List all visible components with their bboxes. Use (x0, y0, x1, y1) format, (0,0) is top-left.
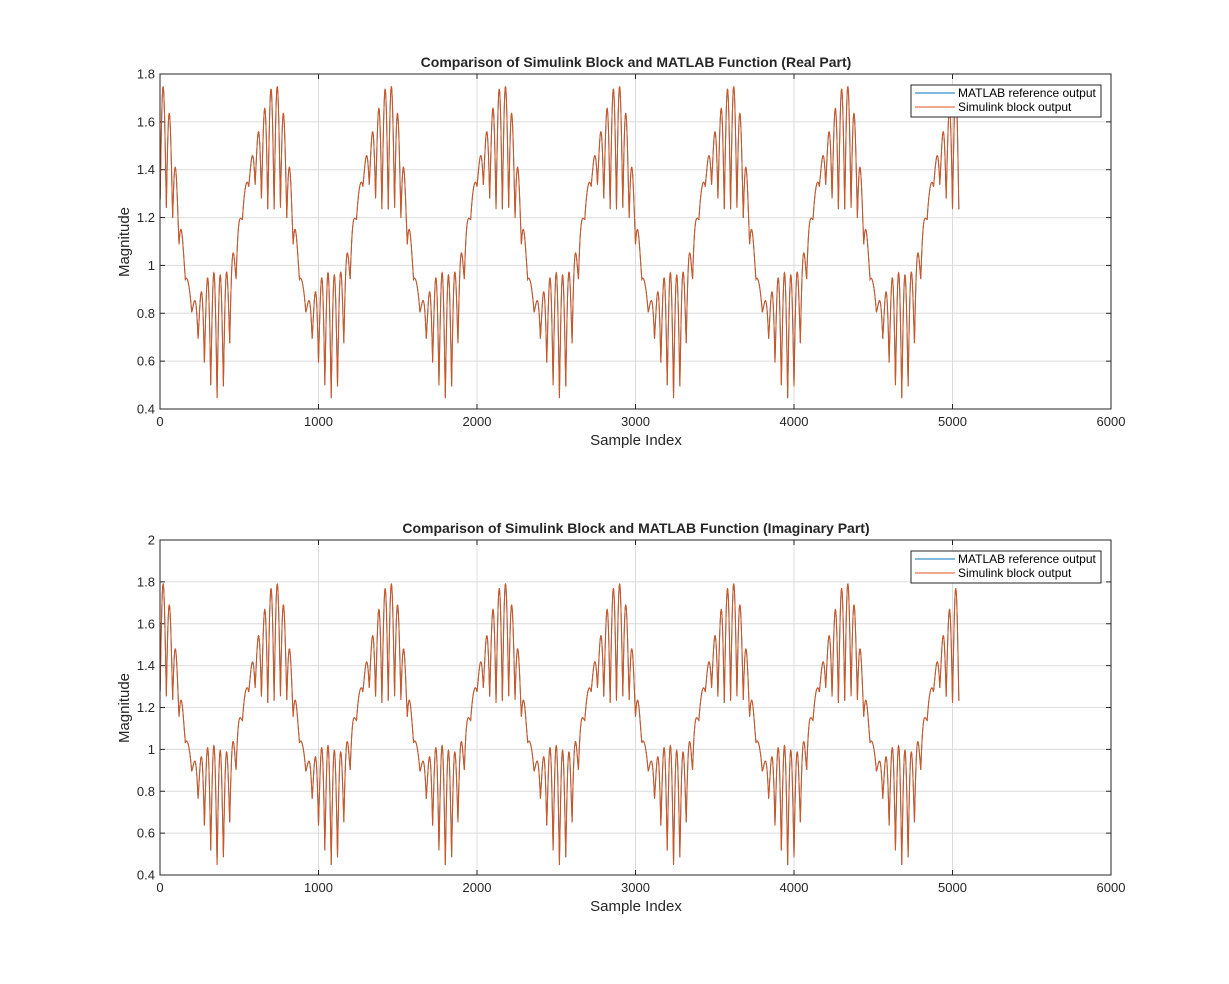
y-tick-label: 1.6 (137, 616, 155, 631)
x-tick-label: 0 (156, 414, 163, 429)
chart-title: Comparison of Simulink Block and MATLAB … (421, 54, 852, 70)
x-tick-label: 6000 (1097, 880, 1126, 895)
y-tick-label: 1.6 (137, 114, 155, 129)
x-tick-label: 0 (156, 880, 163, 895)
x-axis-label: Sample Index (590, 898, 682, 915)
y-tick-labels: 0.4 0.6 0.8 1 1.2 1.4 1.6 1.8 (137, 67, 155, 417)
x-tick-label: 4000 (780, 414, 809, 429)
y-tick-label: 2 (148, 533, 155, 548)
x-tick-label: 2000 (463, 414, 492, 429)
legend: MATLAB reference output Simulink block o… (910, 550, 1102, 584)
y-tick-label: 0.4 (137, 868, 155, 883)
legend-label-simulink: Simulink block output (958, 566, 1072, 580)
y-tick-label: 1.4 (137, 658, 155, 673)
legend-label-reference: MATLAB reference output (958, 86, 1097, 100)
y-axis-label: Magnitude (116, 673, 133, 743)
legend-box (910, 550, 1102, 584)
y-tick-label: 0.6 (137, 826, 155, 841)
plot-imaginary-part: Comparison of Simulink Block and MATLAB … (116, 520, 1125, 915)
y-tick-label: 0.8 (137, 784, 155, 799)
y-tick-label: 1.8 (137, 67, 155, 82)
legend-label-simulink: Simulink block output (958, 100, 1072, 114)
x-tick-label: 6000 (1097, 414, 1126, 429)
y-tick-label: 0.4 (137, 402, 155, 417)
series-simulink-block (159, 86, 960, 399)
series-lines (159, 583, 960, 865)
x-tick-label: 2000 (463, 880, 492, 895)
y-tick-label: 1.2 (137, 700, 155, 715)
x-tick-label: 3000 (621, 880, 650, 895)
series-lines (159, 86, 960, 399)
y-axis-label: Magnitude (116, 207, 133, 277)
x-tick-labels: 0 1000 2000 3000 4000 5000 6000 (156, 880, 1125, 895)
y-tick-labels: 0.4 0.6 0.8 1 1.2 1.4 1.6 1.8 2 (137, 533, 155, 883)
legend-box (910, 84, 1102, 118)
legend-label-reference: MATLAB reference output (958, 552, 1097, 566)
y-tick-label: 1 (148, 742, 155, 757)
axes-frame (159, 73, 1112, 410)
y-tick-label: 1.8 (137, 574, 155, 589)
x-tick-label: 5000 (938, 414, 967, 429)
x-tick-label: 1000 (304, 414, 333, 429)
y-tick-label: 1.4 (137, 162, 155, 177)
axes-frame (159, 539, 1112, 876)
x-tick-label: 4000 (780, 880, 809, 895)
x-axis-label: Sample Index (590, 432, 682, 449)
y-tick-label: 0.8 (137, 306, 155, 321)
x-tick-labels: 0 1000 2000 3000 4000 5000 6000 (156, 414, 1125, 429)
x-tick-label: 5000 (938, 880, 967, 895)
y-tick-label: 0.6 (137, 354, 155, 369)
series-simulink-block (159, 583, 960, 865)
plot-real-part: Comparison of Simulink Block and MATLAB … (116, 54, 1125, 449)
y-tick-label: 1.2 (137, 210, 155, 225)
x-tick-label: 1000 (304, 880, 333, 895)
x-tick-label: 3000 (621, 414, 650, 429)
chart-title: Comparison of Simulink Block and MATLAB … (402, 520, 869, 536)
y-tick-label: 1 (148, 258, 155, 273)
legend: MATLAB reference output Simulink block o… (910, 84, 1102, 118)
